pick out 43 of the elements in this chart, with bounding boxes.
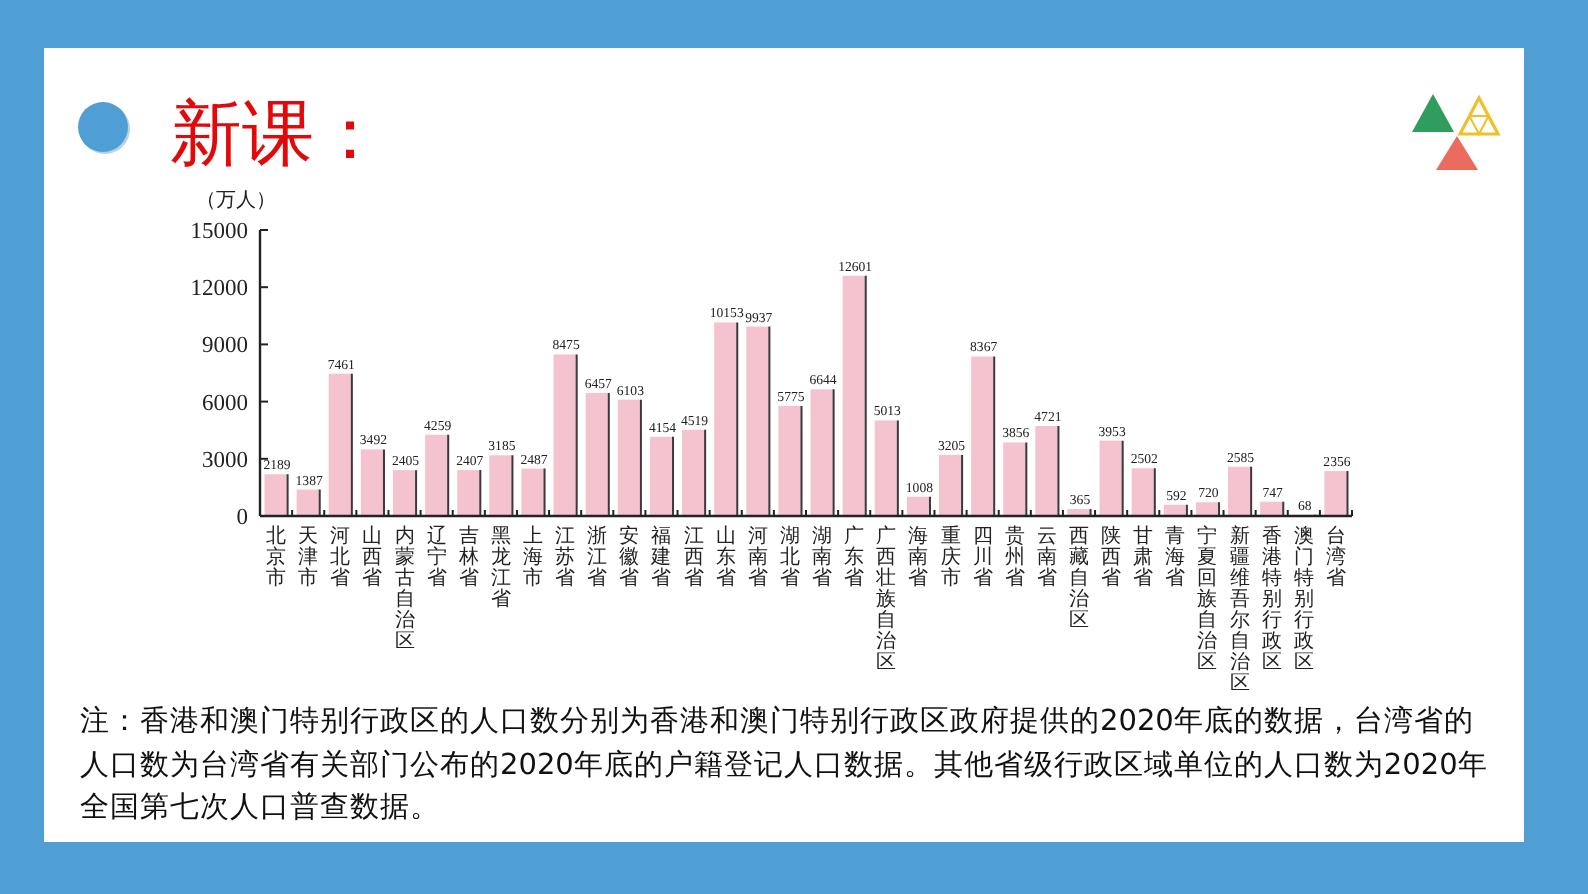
x-tick-label: 贵州省	[1004, 524, 1025, 590]
x-tick-label: 广东省	[844, 524, 865, 590]
x-tick-label: 香港特别行政区	[1261, 524, 1282, 674]
y-tick-label: 6000	[202, 391, 249, 416]
x-tick-label: 黑龙江省	[490, 526, 511, 611]
x-tick-label: 甘肃省	[1133, 524, 1154, 590]
x-tick-label: 北京市	[266, 524, 287, 590]
y-tick-label: 12000	[190, 277, 249, 302]
x-tick-label: 云南省	[1036, 526, 1057, 590]
x-tick-label: 广西壮族自治区	[874, 524, 897, 674]
x-tick-label: 山西省	[362, 524, 383, 590]
x-tick-label: 西藏自治区	[1069, 526, 1089, 632]
x-tick-label: 湖北省	[779, 524, 800, 590]
y-tick-label: 3000	[202, 448, 249, 473]
x-tick-label: 新疆维吾尔自治区	[1229, 524, 1250, 695]
x-tick-label: 江西省	[683, 524, 704, 590]
x-tick-label: 海南省	[908, 524, 929, 590]
x-tick-label: 上海市	[523, 524, 543, 590]
x-tick-label: 台湾省	[1325, 524, 1346, 590]
x-tick-label: 澳门特别行政区	[1293, 524, 1314, 674]
y-tick-label: 9000	[202, 334, 249, 359]
text: 注：香港和澳门特别行政区的人口数分别为香港和澳门特别行政区政府提供的2020年底的数据，台湾省的人口数为台湾省有关部门公布的2020年底的户籍登记人口数据。其他省级行政区域单位的人口数为2020年全国第七次人口普查数据。	[80, 703, 1490, 828]
x-tick-label: 宁夏回族自治区	[1197, 524, 1218, 674]
x-tick-label: 四川省	[972, 526, 993, 590]
x-tick-label: 河南省	[747, 524, 768, 590]
y-tick-label: 0	[236, 506, 249, 531]
x-tick-label: 浙江省	[587, 524, 608, 590]
y-tick-label: 15000	[190, 220, 249, 245]
x-tick-label: 天津市	[298, 526, 319, 590]
x-tick-label: 安徽省	[619, 524, 640, 590]
x-tick-label: 湖南省	[812, 524, 833, 590]
x-tick-label: 吉林省	[456, 524, 479, 590]
y-axis-title: （万人）	[196, 190, 276, 212]
x-tick-label: 江苏省	[555, 524, 576, 590]
x-tick-label: 重庆市	[940, 524, 961, 590]
x-tick-label: 河北省	[330, 524, 351, 590]
x-tick-label: 陕西省	[1101, 524, 1122, 590]
chart-title: 新课：	[170, 94, 386, 176]
x-tick-label: 内蒙古自治区	[394, 524, 415, 653]
x-tick-label: 山东省	[715, 524, 736, 590]
x-tick-label: 辽宁省	[426, 524, 447, 590]
x-tick-label: 福建省	[649, 524, 672, 590]
x-tick-label: 青海省	[1165, 524, 1186, 590]
